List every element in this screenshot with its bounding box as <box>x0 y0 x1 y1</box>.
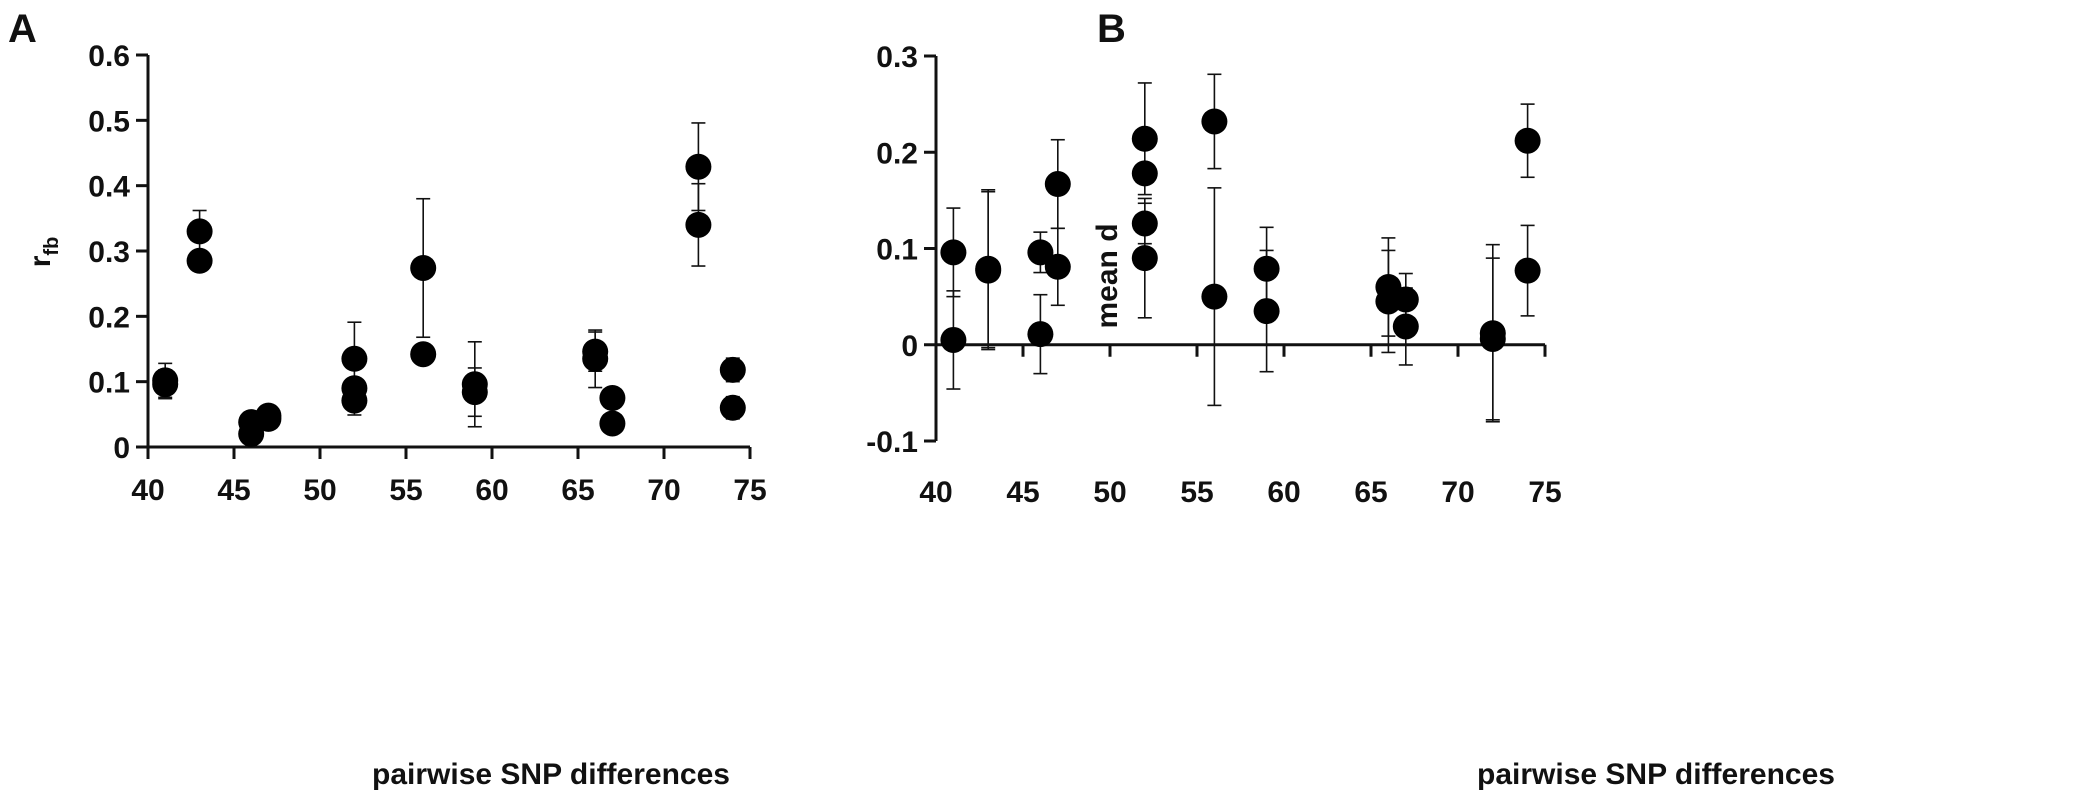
data-point <box>940 326 967 353</box>
panel-a-marks <box>152 122 746 447</box>
data-point <box>186 247 213 274</box>
panel-a: A 0 0.1 0.2 0.3 0.4 0.5 0.6 40 45 50 55 60 65 70 75 pa… <box>8 7 767 791</box>
data-point <box>1201 108 1228 135</box>
panel-b-x-axis-title: pairwise SNP differences <box>1477 758 1835 791</box>
x-tick-label: 45 <box>1006 476 1039 509</box>
panel-a-letter: A <box>8 7 37 51</box>
y-tick-label: 0.6 <box>88 40 130 73</box>
y-tick-label: 0 <box>901 330 918 363</box>
y-tick-label: 0.5 <box>88 105 130 138</box>
x-tick-label: 40 <box>131 474 164 507</box>
y-tick-label: 0.4 <box>88 171 130 204</box>
data-point <box>341 345 368 372</box>
panel-a-x-axis-title: pairwise SNP differences <box>372 758 730 791</box>
data-point <box>1131 210 1158 237</box>
data-point <box>255 405 282 432</box>
data-point <box>461 379 488 406</box>
data-point <box>582 345 609 372</box>
data-point <box>599 385 626 411</box>
data-point <box>1131 160 1158 187</box>
data-point <box>341 387 368 414</box>
panel-b-ticks: -0.1 0 0.1 0.2 0.3 40 45 50 55 60 65 70 75 <box>866 41 1561 509</box>
y-tick-label: 0.3 <box>876 41 918 74</box>
data-point <box>1027 239 1054 266</box>
data-point <box>719 394 746 421</box>
data-point <box>410 254 437 281</box>
panel-b-marks <box>940 73 1541 423</box>
x-tick-label: 70 <box>1441 476 1474 509</box>
data-point <box>1131 245 1158 272</box>
data-point <box>186 218 213 245</box>
panel-a-ticks: 0 0.1 0.2 0.3 0.4 0.5 0.6 40 45 50 55 60 65 70 75 <box>88 40 766 507</box>
data-point <box>152 371 179 398</box>
data-point <box>1044 253 1071 280</box>
data-point <box>1201 283 1228 310</box>
data-point <box>685 211 712 238</box>
y-tick-label: 0.3 <box>88 236 130 269</box>
panel-a-y-axis-title-main: r <box>24 255 57 267</box>
data-point <box>719 356 746 383</box>
y-tick-label: 0.2 <box>876 137 918 170</box>
data-point <box>238 420 265 447</box>
x-tick-label: 75 <box>1528 476 1561 509</box>
y-tick-label: 0 <box>113 432 130 465</box>
panel-a-y-axis-title-sub: fb <box>41 237 63 256</box>
data-point <box>1131 125 1158 152</box>
data-point <box>685 153 712 180</box>
data-point <box>1027 321 1054 348</box>
data-point <box>1253 298 1280 325</box>
y-tick-label: 0.2 <box>88 301 130 334</box>
x-tick-label: 50 <box>1093 476 1126 509</box>
data-point <box>410 341 437 368</box>
panel-b-y-axis-title: mean d <box>1091 223 1124 328</box>
x-tick-label: 50 <box>303 474 336 507</box>
x-tick-label: 55 <box>389 474 422 507</box>
x-tick-label: 65 <box>561 474 594 507</box>
x-tick-label: 70 <box>647 474 680 507</box>
data-point <box>1392 313 1419 340</box>
data-point <box>940 239 967 266</box>
y-tick-label: 0.1 <box>876 234 918 267</box>
data-point <box>1514 257 1541 284</box>
data-point <box>1392 286 1419 313</box>
data-point <box>599 410 626 437</box>
x-tick-label: 60 <box>475 474 508 507</box>
x-tick-label: 65 <box>1354 476 1387 509</box>
x-tick-label: 40 <box>919 476 952 509</box>
x-tick-label: 45 <box>217 474 250 507</box>
data-point <box>1044 171 1071 198</box>
y-tick-label: -0.1 <box>866 426 918 459</box>
y-tick-label: 0.1 <box>88 367 130 400</box>
panel-b-letter: B <box>1097 7 1126 51</box>
data-point <box>975 257 1002 284</box>
panel-b-axes <box>934 56 1545 441</box>
panel-a-axes <box>146 55 750 449</box>
panel-b: B -0.1 0 0.1 0.2 0.3 40 45 50 55 60 65 70 75 pairwis… <box>866 7 1835 791</box>
data-point <box>1253 255 1280 282</box>
panel-a-y-axis-title: rfb <box>24 237 63 268</box>
x-tick-label: 75 <box>733 474 766 507</box>
x-tick-label: 55 <box>1180 476 1213 509</box>
data-point <box>1514 127 1541 154</box>
svg-text:rfb: rfb <box>24 237 63 268</box>
data-point <box>1479 325 1506 352</box>
x-tick-label: 60 <box>1267 476 1300 509</box>
